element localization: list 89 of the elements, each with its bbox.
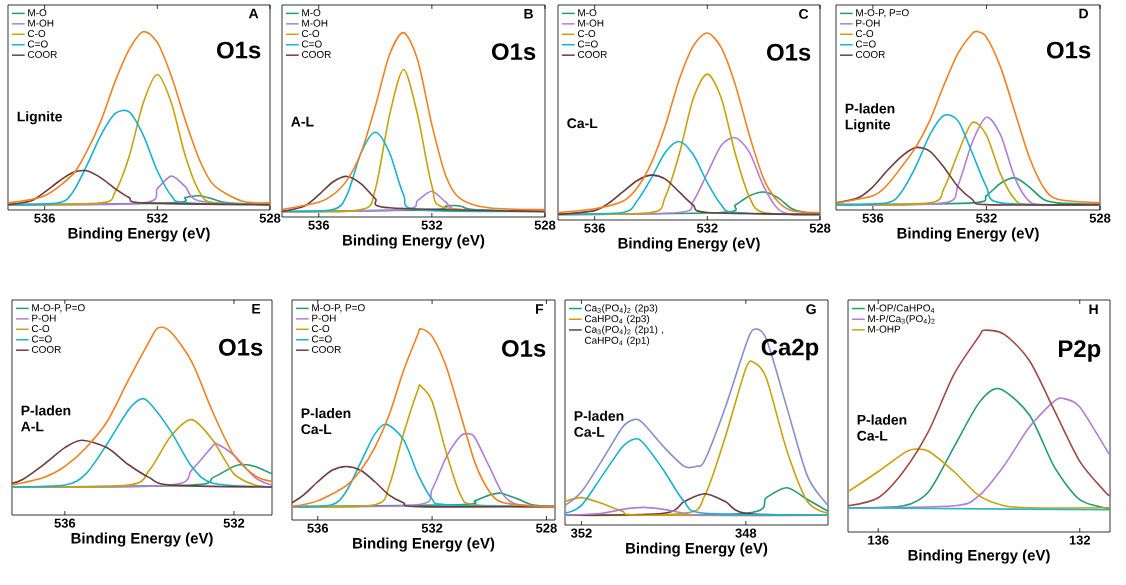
annotation: O1s <box>767 43 811 61</box>
annotation: Ca2p <box>761 338 819 361</box>
x-tick-label: 532 <box>421 220 443 230</box>
chart-title: H <box>1089 304 1098 315</box>
annotation: P-laden Lignite <box>845 103 895 133</box>
chart-title: D <box>1079 8 1088 19</box>
annotation: P-laden Ca-L <box>301 407 351 435</box>
x-tick-label: 528 <box>536 523 557 533</box>
legend-label: P-OH <box>312 314 336 322</box>
x-tick-label: 136 <box>868 535 889 545</box>
legend-label: COOR <box>855 50 885 58</box>
legend-label: M-OHP <box>868 325 901 333</box>
legend-label: C=O <box>301 40 322 48</box>
x-tick-label: 532 <box>976 213 997 223</box>
x-axis-title: Binding Energy (eV) <box>626 542 768 557</box>
x-axis-title: Binding Energy (eV) <box>897 227 1039 242</box>
x-tick-label: 536 <box>584 223 605 233</box>
x-tick-label: 536 <box>307 523 329 533</box>
legend-label: COOR <box>311 345 341 353</box>
annotation: P-laden A-L <box>21 405 71 432</box>
annotation: Ca-L <box>567 118 598 129</box>
legend-label: COOR <box>301 50 331 58</box>
x-tick-label: 536 <box>54 518 76 528</box>
x-tick-label: 132 <box>1069 535 1091 545</box>
x-tick-label: 348 <box>735 528 757 538</box>
legend-label: C-O <box>577 30 596 38</box>
chart-title: F <box>536 304 544 314</box>
legend-label: Ca$_{3}$(PO$_{4}$)$_{2}$ (2p3) <box>584 304 658 314</box>
x-tick-label: 528 <box>809 223 831 233</box>
chart-title: A <box>248 8 259 19</box>
legend-label: C=O <box>311 335 332 343</box>
legend-label: C-O <box>855 30 874 38</box>
chart-title: G <box>806 304 816 315</box>
x-tick-label: 532 <box>421 523 443 533</box>
x-axis-title: Binding Energy (eV) <box>343 234 485 249</box>
annotation: O1s <box>502 339 546 357</box>
legend-label: M-OH <box>302 19 328 27</box>
text: Ca$_{3}$(PO$_{4}$)$_{2}$ (2p1) , CaHPO$_{4}$ (2p1) <box>584 325 664 346</box>
annotation: A-L <box>291 116 314 127</box>
x-axis-title: Binding Energy (eV) <box>908 549 1050 564</box>
legend-label: C-O <box>311 325 330 333</box>
x-tick-label: 536 <box>862 213 884 223</box>
legend-label: M-OH <box>578 19 604 27</box>
legend-label: COOR <box>577 50 607 58</box>
x-tick-label: 352 <box>570 528 592 538</box>
annotation: O1s <box>492 43 536 61</box>
x-axis-title: Binding Energy (eV) <box>68 227 210 242</box>
legend-label: C-O <box>301 30 320 38</box>
x-tick-label: 532 <box>696 223 718 233</box>
x-tick-label: 536 <box>34 213 55 223</box>
legend-label: P-OH <box>856 19 880 27</box>
legend-label: M-O-P, P=O <box>856 9 909 18</box>
annotation: Lignite <box>17 111 62 125</box>
legend-label: M-O <box>578 9 597 17</box>
legend-label: C=O <box>855 40 876 48</box>
legend-label: C=O <box>577 40 598 48</box>
x-tick-label: 528 <box>1089 213 1111 223</box>
chart-title: E <box>252 303 261 314</box>
annotation: P-laden Ca-L <box>857 414 907 441</box>
chart-title: C <box>799 8 809 19</box>
x-tick-label: 532 <box>223 518 245 528</box>
x-tick-label: 536 <box>308 220 330 230</box>
annotation: O1s <box>219 338 263 356</box>
annotation: O1s <box>1047 41 1091 59</box>
legend-label: M-O-P, P=O <box>312 304 365 313</box>
chart-title: B <box>524 8 533 19</box>
legend-label: COOR <box>27 50 57 58</box>
legend-label: M-O-P, P=O <box>32 304 85 313</box>
legend-label: M-O <box>302 9 321 17</box>
x-axis-title: Binding Energy (eV) <box>618 237 760 252</box>
legend-label: C-O <box>27 30 46 38</box>
x-tick-label: 528 <box>259 213 281 223</box>
legend-label: C=O <box>31 335 52 343</box>
legend-label: COOR <box>31 345 61 353</box>
x-axis-title: Binding Energy (eV) <box>71 532 213 547</box>
legend-label: M-OP/CaHPO$_{4}$ <box>868 304 935 313</box>
x-tick-label: 532 <box>146 213 168 223</box>
legend-label: CaHPO$_{4}$ (2p3) <box>584 314 650 325</box>
legend-label: C=O <box>27 40 48 48</box>
legend-label: C-O <box>31 325 50 333</box>
x-tick-label: 528 <box>534 220 556 230</box>
legend-label: M-OH <box>28 19 54 27</box>
annotation: P-laden Ca-L <box>574 410 624 437</box>
x-axis-title: Binding Energy (eV) <box>353 537 495 552</box>
annotation: P2p <box>1058 340 1101 362</box>
legend-label: M-O <box>28 9 47 17</box>
annotation: O1s <box>217 41 261 59</box>
legend-label: P-OH <box>32 314 56 322</box>
legend-label: M-P/Ca$_{3}$(PO$_{4}$)$_{2}$ <box>868 314 935 325</box>
